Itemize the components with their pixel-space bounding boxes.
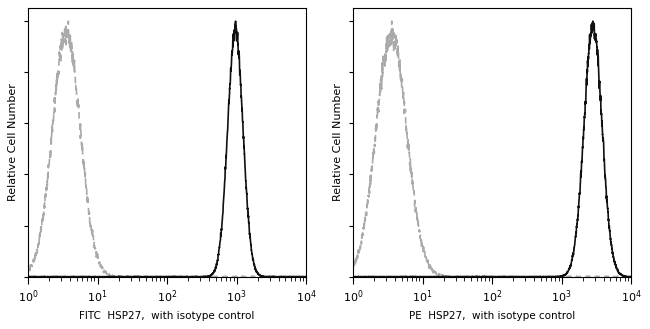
Y-axis label: Relative Cell Number: Relative Cell Number bbox=[333, 84, 343, 201]
Y-axis label: Relative Cell Number: Relative Cell Number bbox=[8, 84, 18, 201]
X-axis label: PE  HSP27,  with isotype control: PE HSP27, with isotype control bbox=[409, 311, 575, 321]
X-axis label: FITC  HSP27,  with isotype control: FITC HSP27, with isotype control bbox=[79, 311, 255, 321]
